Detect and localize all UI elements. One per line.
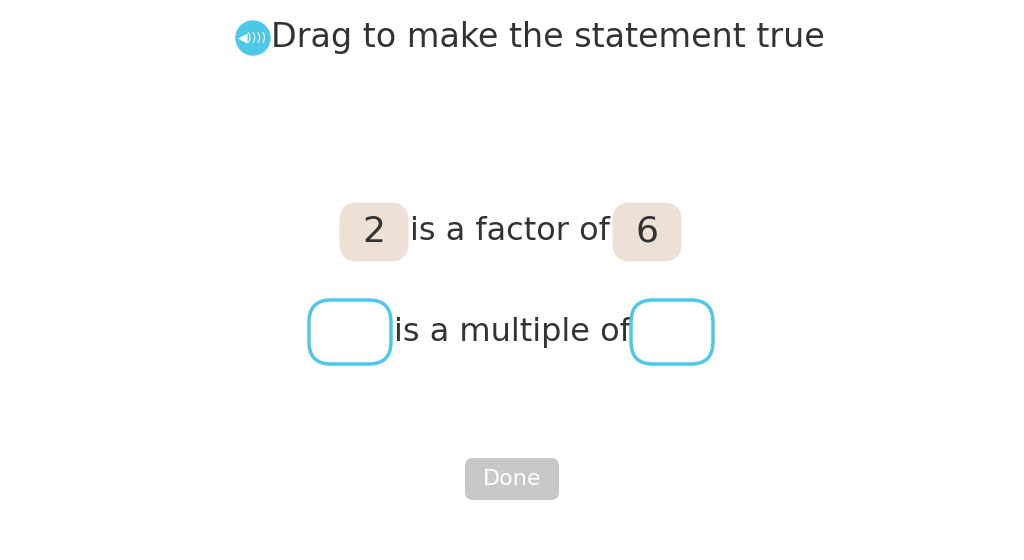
FancyBboxPatch shape bbox=[612, 203, 682, 262]
Text: 2: 2 bbox=[362, 215, 385, 249]
FancyBboxPatch shape bbox=[309, 300, 391, 364]
Text: 6: 6 bbox=[636, 215, 658, 249]
Text: ◀)))): ◀)))) bbox=[239, 31, 267, 44]
FancyBboxPatch shape bbox=[340, 203, 409, 262]
Text: is a factor of: is a factor of bbox=[410, 217, 610, 248]
Text: Done: Done bbox=[482, 469, 542, 489]
Text: is a multiple of: is a multiple of bbox=[393, 316, 631, 348]
FancyBboxPatch shape bbox=[465, 458, 559, 500]
FancyBboxPatch shape bbox=[631, 300, 713, 364]
Circle shape bbox=[236, 21, 270, 55]
Text: Drag to make the statement true: Drag to make the statement true bbox=[271, 21, 825, 54]
